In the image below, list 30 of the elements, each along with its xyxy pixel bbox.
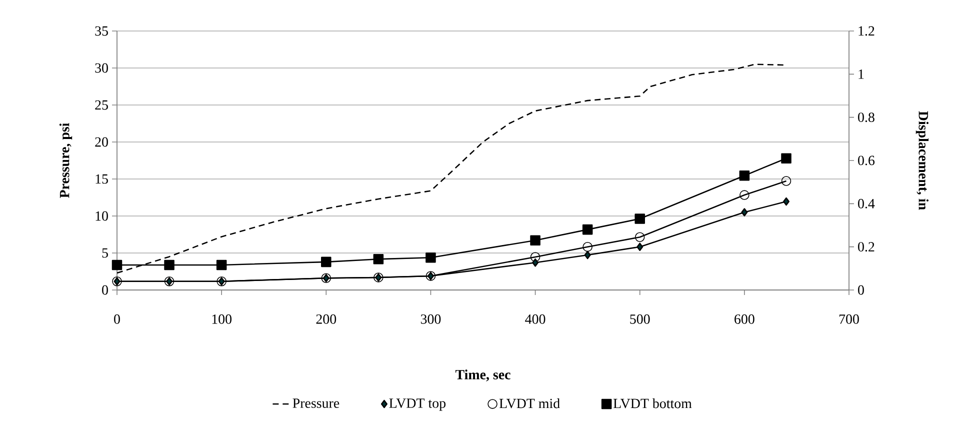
y2-tick-label: 0.6 [858,156,875,166]
x-tick-label: 400 [525,314,546,324]
y2-tick-label: 0 [858,285,864,295]
y-axis-title: Pressure, psi [59,123,72,198]
x-tick-label: 0 [114,314,120,324]
x-axis-title: Time, sec [455,370,510,382]
legend-label: LVDT top [389,398,446,411]
x-tick-label: 600 [734,314,754,324]
legend-label: LVDT mid [499,398,560,408]
y2-tick-label: 1.2 [858,26,874,36]
y2-tick-label: 0.2 [858,242,874,252]
y-tick-label: 5 [102,248,108,258]
y2-tick-label: 0.4 [858,198,875,208]
y-tick-label: 20 [95,137,108,147]
y2-tick-label: 0.8 [858,112,874,122]
x-tick-label: 300 [420,314,441,324]
x-tick-label: 100 [212,314,232,324]
x-tick-label: 200 [316,314,336,324]
x-tick-label: 500 [630,314,650,324]
legend-label: Pressure [292,398,340,408]
y-tick-label: 10 [96,211,108,221]
y-tick-label: 25 [95,100,108,110]
y-tick-label: 35 [95,26,108,36]
y2-tick-label: 1 [858,70,864,79]
legend-label: LVDT bottom [613,398,692,408]
y-tick-label: 15 [96,174,108,184]
y-tick-label: 30 [95,63,108,73]
y2-axis-title: Displacement, in [916,111,929,210]
x-tick-label: 700 [839,314,859,324]
y-tick-label: 0 [102,285,108,295]
